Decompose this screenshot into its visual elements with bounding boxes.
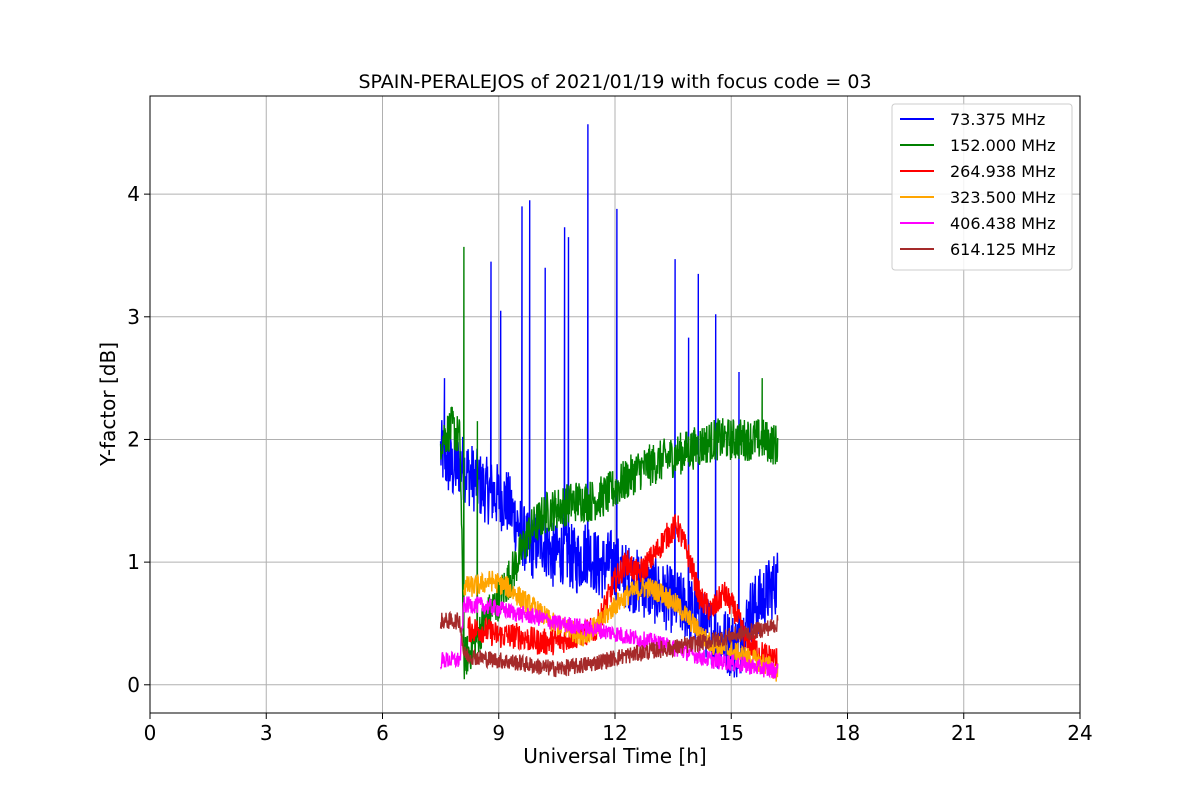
y-tick-label: 3: [127, 305, 140, 329]
legend-label: 152.000 MHz: [950, 136, 1055, 155]
series-layer: [439, 124, 779, 682]
series-line: [463, 570, 779, 682]
legend-label: 323.500 MHz: [950, 188, 1055, 207]
x-tick-label: 24: [1067, 721, 1092, 745]
legend-box: [891, 103, 1073, 271]
y-tick-label: 1: [127, 550, 140, 574]
series-line: [439, 596, 779, 679]
x-tick-label: 0: [144, 721, 157, 745]
x-tick-label: 9: [492, 721, 505, 745]
y-axis-label: Y-factor [dB]: [96, 342, 120, 467]
x-axis-label: Universal Time [h]: [523, 744, 706, 768]
legend-label: 264.938 MHz: [950, 162, 1055, 181]
chart-title: SPAIN-PERALEJOS of 2021/01/19 with focus…: [358, 71, 871, 93]
series-line: [467, 513, 779, 672]
series-line: [439, 610, 779, 678]
y-tick-label: 0: [127, 673, 140, 697]
x-tick-label: 12: [602, 721, 627, 745]
x-tick-label: 3: [260, 721, 273, 745]
x-tick-label: 15: [719, 721, 744, 745]
legend-label: 406.438 MHz: [950, 214, 1055, 233]
y-tick-label: 2: [127, 427, 140, 451]
x-tick-label: 21: [951, 721, 976, 745]
x-tick-label: 18: [835, 721, 860, 745]
x-tick-label: 6: [376, 721, 389, 745]
legend: 73.375 MHz 152.000 MHz 264.938 MHz 323.500 …: [891, 103, 1073, 271]
y-tick-label: 4: [127, 182, 140, 206]
legend-label: 73.375 MHz: [950, 110, 1045, 129]
legend-label: 614.125 MHz: [950, 240, 1055, 259]
